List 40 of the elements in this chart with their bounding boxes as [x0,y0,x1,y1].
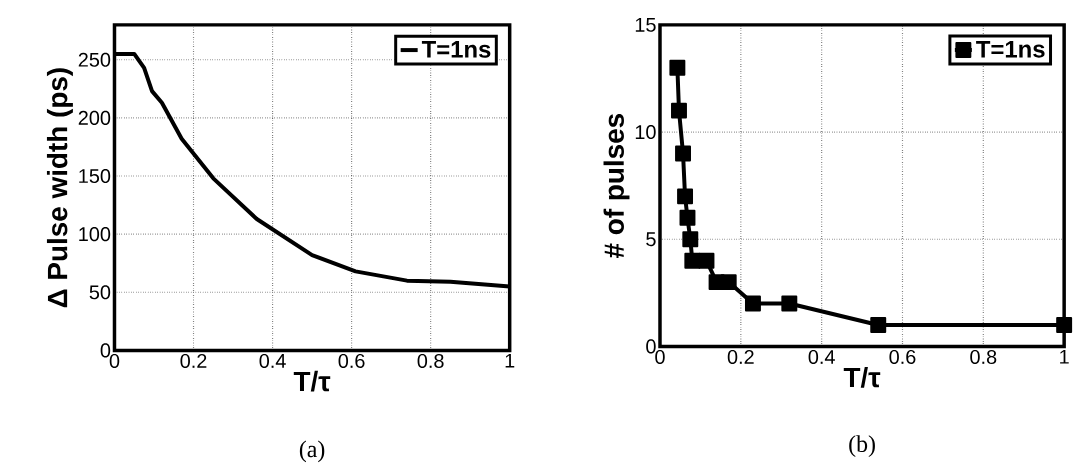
y-tick-label: 150 [79,169,111,184]
point [675,145,691,162]
legend-label: T=1ns [976,41,1045,58]
point [677,188,694,205]
x-tick-label: 0.6 [338,353,365,369]
y-tick-label: 250 [78,52,111,67]
x-tick-label: 0.4 [259,353,286,369]
point [671,102,687,119]
point [669,59,686,76]
x-tick-label: 0.6 [889,350,916,365]
y-tick-label: 200 [78,110,111,125]
point [1056,317,1073,334]
x-axis-title: T/τ [293,370,331,392]
y-axis-title: # of pulses [603,114,630,259]
y-axis-title: Δ Pulse width (ps) [46,68,73,308]
y-tick-label: 0 [646,339,656,354]
x-tick-label: 0.8 [970,350,997,365]
y-tick-label: 100 [79,227,111,242]
x-tick-label: 0.8 [417,353,444,369]
x-tick-label: 1 [1060,350,1069,364]
point [684,252,701,269]
x-axis-title: T/τ [843,366,881,388]
x-tick-label: 0.2 [180,353,207,369]
y-tick-label: 15 [635,18,656,32]
text: (b) [849,435,875,457]
x-tick-label: 0.4 [808,350,835,365]
y-tick-label: 10 [635,125,656,140]
point [781,295,798,312]
point [744,295,761,312]
x-tick-label: 1 [505,353,515,368]
point [682,231,699,248]
point [870,317,887,334]
legend-label: T=1ns [421,41,491,58]
text: (a) [299,440,325,463]
point [720,274,737,291]
point [698,252,715,269]
x-tick-label: 0.2 [727,350,754,365]
y-tick-label: 50 [89,285,111,300]
point [679,209,696,226]
y-tick-label: 5 [646,232,656,247]
